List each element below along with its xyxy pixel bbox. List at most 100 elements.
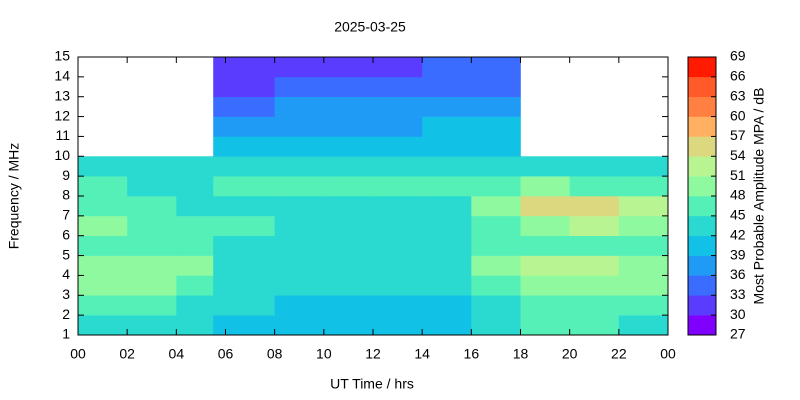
heatmap-cell bbox=[78, 176, 128, 197]
colorbar-tick-label: 60 bbox=[730, 107, 746, 123]
heatmap-cell bbox=[569, 235, 620, 256]
heatmap-cell bbox=[471, 176, 521, 197]
y-tick-label: 1 bbox=[62, 326, 70, 342]
heatmap-cell bbox=[213, 196, 275, 217]
heatmap-cell bbox=[471, 156, 521, 177]
colorbar-tick-label: 45 bbox=[730, 207, 746, 223]
heatmap-cell bbox=[127, 215, 177, 237]
heatmap-cell bbox=[471, 295, 521, 316]
heatmap-cell bbox=[618, 235, 669, 256]
colorbar-band bbox=[688, 196, 716, 217]
heatmap-cell bbox=[520, 315, 570, 336]
heatmap-cell bbox=[213, 315, 275, 336]
heatmap-cell bbox=[274, 76, 325, 98]
heatmap-cell bbox=[422, 235, 472, 256]
heatmap-cell bbox=[274, 57, 325, 78]
heatmap-cell bbox=[213, 235, 275, 256]
colorbar-band bbox=[688, 57, 716, 78]
colorbar-tick-label: 36 bbox=[730, 266, 746, 282]
heatmap-cell bbox=[422, 116, 472, 137]
heatmap-cell bbox=[471, 275, 521, 296]
heatmap-cell bbox=[471, 116, 521, 137]
heatmap-cell bbox=[78, 156, 128, 177]
heatmap-cell bbox=[618, 275, 669, 296]
colorbar-band bbox=[688, 315, 716, 336]
heatmap-cell bbox=[213, 156, 275, 177]
heatmap-cell bbox=[323, 275, 374, 296]
heatmap-cell bbox=[471, 255, 521, 276]
colorbar-band bbox=[688, 295, 716, 316]
heatmap-cell bbox=[323, 196, 374, 217]
heatmap-cell bbox=[471, 315, 521, 336]
heatmap-cell bbox=[274, 176, 325, 197]
heatmap-cell bbox=[127, 255, 177, 276]
heatmap-cell bbox=[373, 235, 423, 256]
y-tick-label: 6 bbox=[62, 226, 70, 242]
heatmap-cell bbox=[78, 215, 128, 237]
x-axis-label: UT Time / hrs bbox=[330, 376, 414, 392]
heatmap-cell bbox=[127, 295, 177, 316]
heatmap-cell bbox=[274, 315, 325, 336]
x-tick-label: 04 bbox=[169, 346, 185, 362]
x-tick-label: 10 bbox=[316, 346, 332, 362]
colorbar-tick-label: 51 bbox=[730, 167, 746, 183]
x-tick-label: 12 bbox=[365, 346, 381, 362]
heatmap-cell bbox=[274, 275, 325, 296]
heatmap-cell bbox=[422, 295, 472, 316]
heatmap-cell bbox=[127, 275, 177, 296]
heatmap-cell bbox=[569, 275, 620, 296]
heatmap-cell bbox=[471, 196, 521, 217]
heatmap-cell bbox=[213, 176, 275, 197]
heatmap-cell bbox=[274, 136, 325, 157]
heatmap-cell bbox=[274, 196, 325, 217]
heatmap-cell bbox=[213, 215, 275, 237]
heatmap-cell bbox=[274, 156, 325, 177]
heatmap-cell bbox=[373, 215, 423, 237]
heatmap-cell bbox=[176, 176, 214, 197]
x-tick-label: 20 bbox=[562, 346, 578, 362]
heatmap-cell bbox=[78, 235, 128, 256]
heatmap-cell bbox=[78, 315, 128, 336]
colorbar-tick-label: 54 bbox=[730, 147, 746, 163]
heatmap-cell bbox=[569, 176, 620, 197]
heatmap-cell bbox=[176, 255, 214, 276]
heatmap-cell bbox=[569, 196, 620, 217]
heatmap-cell bbox=[323, 235, 374, 256]
heatmap-cell bbox=[176, 295, 214, 316]
colorbar-band bbox=[688, 275, 716, 296]
heatmap-cell bbox=[323, 156, 374, 177]
heatmap-cell bbox=[176, 196, 214, 217]
heatmap-cell bbox=[176, 315, 214, 336]
colorbar-tick-label: 63 bbox=[730, 87, 746, 103]
y-tick-label: 10 bbox=[54, 147, 70, 163]
heatmap-cell bbox=[520, 255, 570, 276]
heatmap-cell bbox=[323, 96, 374, 117]
heatmap-cell bbox=[422, 315, 472, 336]
heatmap-cell bbox=[323, 76, 374, 98]
heatmap-cell bbox=[176, 156, 214, 177]
colorbar-tick-label: 48 bbox=[730, 187, 746, 203]
heatmap-cell bbox=[569, 295, 620, 316]
colorbar-tick-label: 39 bbox=[730, 246, 746, 262]
x-tick-label: 16 bbox=[464, 346, 480, 362]
heatmap-cell bbox=[373, 255, 423, 276]
heatmap-cell bbox=[422, 215, 472, 237]
chart-title: 2025-03-25 bbox=[334, 19, 406, 35]
y-tick-label: 3 bbox=[62, 286, 70, 302]
heatmap-cell bbox=[520, 215, 570, 237]
heatmap-cell bbox=[127, 176, 177, 197]
heatmap-cell bbox=[520, 176, 570, 197]
heatmap-cell bbox=[520, 156, 570, 177]
heatmap-cell bbox=[78, 275, 128, 296]
y-tick-label: 15 bbox=[54, 48, 70, 64]
y-tick-label: 4 bbox=[62, 266, 70, 282]
x-tick-label: 00 bbox=[660, 346, 676, 362]
colorbar-tick-label: 69 bbox=[730, 48, 746, 64]
heatmap-cell bbox=[373, 295, 423, 316]
heatmap-cell bbox=[274, 255, 325, 276]
heatmap-cell bbox=[471, 215, 521, 237]
colorbar-band bbox=[688, 156, 716, 177]
heatmap-cell bbox=[471, 76, 521, 98]
heatmap-cell bbox=[373, 76, 423, 98]
